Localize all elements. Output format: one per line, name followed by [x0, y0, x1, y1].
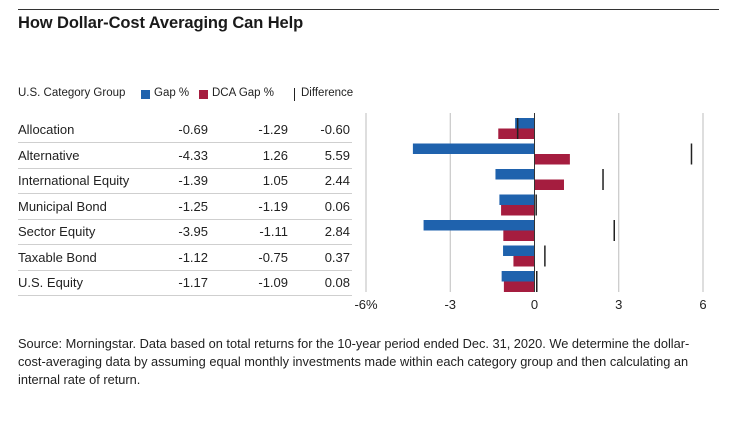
row-dca-value: 1.05 — [262, 173, 288, 188]
table-row: Taxable Bond -1.12 -0.75 0.37 — [18, 245, 352, 271]
table-header-category: U.S. Category Group — [18, 87, 126, 99]
row-category: Allocation — [18, 122, 75, 137]
row-category: International Equity — [18, 173, 130, 188]
bar-dca-gap — [534, 179, 564, 190]
row-difference-value: 5.59 — [324, 147, 350, 163]
legend-marker-difference — [294, 88, 295, 101]
table-row: Alternative -4.33 1.26 5.59 — [18, 143, 352, 169]
bar-gap — [412, 143, 535, 154]
row-gap-value: -4.33 — [178, 147, 208, 163]
table-row: Municipal Bond -1.25 -1.19 0.06 — [18, 194, 352, 220]
x-tick-label: -3 — [444, 297, 456, 312]
row-gap-value: -1.17 — [178, 275, 208, 290]
bar-gap — [515, 118, 535, 129]
row-gap-value: -1.12 — [178, 249, 208, 265]
bar-gap — [423, 220, 535, 231]
row-category: Taxable Bond — [18, 249, 97, 265]
source-note: Source: Morningstar. Data based on total… — [18, 336, 690, 387]
legend-label-difference: Difference — [301, 87, 354, 99]
table-row: U.S. Equity -1.17 -1.09 0.08 — [18, 270, 352, 296]
bar-dca-gap — [534, 154, 570, 165]
row-difference-value: 0.06 — [324, 198, 350, 214]
legend-swatch-gap — [141, 90, 150, 99]
x-tick-label: 0 — [531, 297, 538, 312]
row-difference-value: -0.60 — [320, 122, 350, 137]
chart-title: How Dollar-Cost Averaging Can Help — [18, 14, 304, 32]
row-dca-value: -1.19 — [258, 198, 288, 214]
bar-dca-gap — [513, 256, 535, 267]
row-category: Alternative — [18, 147, 80, 163]
table-row: Allocation -0.69 -1.29 -0.60 — [18, 117, 352, 143]
legend-swatch-dca — [199, 90, 208, 99]
table-row: International Equity -1.39 1.05 2.44 — [18, 168, 352, 194]
bar-gap — [503, 245, 535, 256]
legend-label-dca: DCA Gap % — [212, 87, 274, 99]
row-category: Municipal Bond — [18, 198, 107, 214]
row-dca-value: 1.26 — [262, 147, 288, 163]
bar-dca-gap — [503, 230, 535, 241]
bar-gap — [499, 194, 535, 205]
bar-dca-gap — [503, 281, 535, 292]
row-gap-value: -3.95 — [178, 224, 208, 239]
row-dca-value: -1.29 — [258, 122, 288, 137]
legend-label-gap: Gap % — [154, 87, 190, 99]
row-dca-value: -1.11 — [259, 224, 288, 239]
bar-dca-gap — [501, 205, 535, 216]
row-category: Sector Equity — [18, 224, 96, 239]
row-difference-value: 2.84 — [324, 224, 350, 239]
row-difference-value: 0.08 — [324, 275, 350, 290]
x-tick-label: 6 — [699, 297, 706, 312]
row-gap-value: -0.69 — [178, 122, 208, 137]
row-gap-value: -1.39 — [178, 173, 208, 188]
row-gap-value: -1.25 — [178, 198, 208, 214]
x-tick-label: 3 — [615, 297, 622, 312]
row-category: U.S. Equity — [18, 275, 84, 290]
bar-dca-gap — [498, 128, 535, 139]
row-dca-value: -0.75 — [258, 249, 288, 265]
bar-gap — [501, 271, 535, 282]
row-difference-value: 0.37 — [324, 249, 350, 265]
table-row: Sector Equity -3.95 -1.11 2.84 — [18, 219, 352, 245]
top-rule — [18, 9, 719, 10]
bar-gap — [495, 169, 535, 180]
x-tick-label: -6% — [354, 297, 378, 312]
row-dca-value: -1.09 — [258, 275, 288, 290]
row-difference-value: 2.44 — [324, 173, 350, 188]
